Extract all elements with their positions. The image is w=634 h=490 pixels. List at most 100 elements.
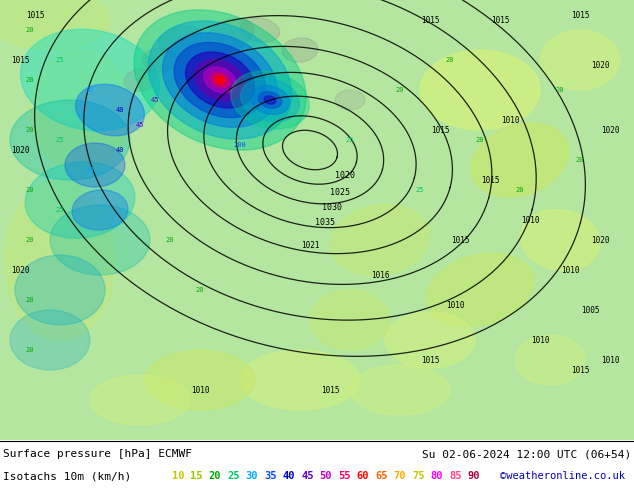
Text: 75: 75: [412, 471, 425, 481]
Text: 25: 25: [56, 207, 64, 213]
Text: 45: 45: [151, 97, 159, 103]
Text: 20: 20: [556, 87, 564, 93]
Ellipse shape: [240, 350, 360, 410]
Ellipse shape: [215, 76, 225, 84]
Text: 25: 25: [56, 137, 64, 143]
Text: 1015: 1015: [571, 10, 589, 20]
Text: 60: 60: [357, 471, 369, 481]
Ellipse shape: [145, 350, 255, 410]
Text: 20: 20: [26, 27, 34, 33]
Ellipse shape: [90, 375, 190, 425]
Text: 1025: 1025: [330, 188, 350, 196]
Ellipse shape: [162, 33, 278, 127]
Ellipse shape: [282, 38, 318, 62]
Ellipse shape: [20, 29, 160, 131]
Text: 1015: 1015: [451, 236, 469, 245]
Text: 20: 20: [209, 471, 221, 481]
Text: 25: 25: [227, 471, 240, 481]
Text: 20: 20: [26, 297, 34, 303]
Ellipse shape: [195, 60, 245, 100]
Text: 30: 30: [246, 471, 258, 481]
Text: 20: 20: [26, 77, 34, 83]
Text: 20: 20: [26, 127, 34, 133]
Ellipse shape: [335, 90, 365, 110]
Text: 45: 45: [301, 471, 314, 481]
Text: 80: 80: [430, 471, 443, 481]
Text: 1015: 1015: [421, 16, 439, 24]
Text: 30: 30: [86, 87, 94, 93]
Text: 20: 20: [576, 157, 585, 163]
Text: 1010: 1010: [560, 266, 579, 274]
Text: 1015: 1015: [26, 10, 44, 20]
Text: 20: 20: [396, 87, 404, 93]
Ellipse shape: [30, 50, 130, 170]
Text: Isotachs 10m (km/h): Isotachs 10m (km/h): [3, 471, 131, 481]
Text: 25: 25: [346, 137, 354, 143]
Text: 30: 30: [86, 167, 94, 173]
Ellipse shape: [250, 86, 290, 115]
Ellipse shape: [186, 52, 254, 108]
Ellipse shape: [148, 21, 292, 139]
Ellipse shape: [350, 365, 450, 415]
Ellipse shape: [72, 190, 128, 230]
Text: 40: 40: [283, 471, 295, 481]
Text: 1010: 1010: [601, 356, 619, 365]
Text: 1020: 1020: [11, 266, 29, 274]
Ellipse shape: [540, 30, 620, 90]
Ellipse shape: [0, 0, 110, 50]
Text: 1021: 1021: [301, 241, 320, 249]
Text: Surface pressure [hPa] ECMWF: Surface pressure [hPa] ECMWF: [3, 449, 192, 459]
Ellipse shape: [134, 10, 306, 150]
Text: 1020: 1020: [335, 171, 355, 179]
Text: 1010: 1010: [191, 386, 209, 394]
Text: 25: 25: [56, 57, 64, 63]
Ellipse shape: [204, 67, 236, 93]
Text: 20: 20: [196, 287, 204, 293]
Ellipse shape: [124, 69, 156, 91]
Ellipse shape: [25, 162, 135, 238]
Text: 1020: 1020: [591, 60, 609, 70]
Text: 1010: 1010: [446, 300, 464, 310]
Ellipse shape: [264, 96, 276, 104]
Text: 20: 20: [446, 57, 454, 63]
Text: 1035: 1035: [315, 218, 335, 226]
Ellipse shape: [5, 180, 115, 340]
Text: 50: 50: [320, 471, 332, 481]
Text: 1015: 1015: [11, 55, 29, 65]
Text: 200: 200: [233, 142, 247, 148]
Text: 90: 90: [468, 471, 480, 481]
Ellipse shape: [258, 92, 281, 108]
Text: 1015: 1015: [421, 356, 439, 365]
Text: 20: 20: [165, 237, 174, 243]
Ellipse shape: [75, 84, 145, 136]
Ellipse shape: [50, 205, 150, 275]
Text: 1015: 1015: [571, 366, 589, 374]
Text: 35: 35: [264, 471, 277, 481]
Text: 1020: 1020: [591, 236, 609, 245]
Text: 40: 40: [116, 107, 124, 113]
Ellipse shape: [142, 48, 178, 72]
Ellipse shape: [472, 123, 569, 197]
Text: 1020: 1020: [11, 146, 29, 154]
Text: 65: 65: [375, 471, 388, 481]
Ellipse shape: [521, 210, 600, 270]
Ellipse shape: [240, 18, 280, 42]
Text: 20: 20: [26, 237, 34, 243]
Text: 20: 20: [515, 187, 524, 193]
Text: 1015: 1015: [430, 125, 450, 135]
Text: 20: 20: [26, 187, 34, 193]
Ellipse shape: [240, 78, 299, 122]
Text: 70: 70: [394, 471, 406, 481]
Text: 1016: 1016: [371, 270, 389, 279]
Text: 1005: 1005: [581, 305, 599, 315]
Ellipse shape: [206, 19, 254, 51]
Text: 1015: 1015: [491, 16, 509, 24]
Text: 55: 55: [339, 471, 351, 481]
Ellipse shape: [420, 50, 540, 130]
Text: 40: 40: [116, 147, 124, 153]
Text: 1020: 1020: [601, 125, 619, 135]
Text: 85: 85: [450, 471, 462, 481]
Ellipse shape: [330, 204, 430, 275]
Text: 45: 45: [136, 122, 145, 128]
Text: 15: 15: [190, 471, 203, 481]
